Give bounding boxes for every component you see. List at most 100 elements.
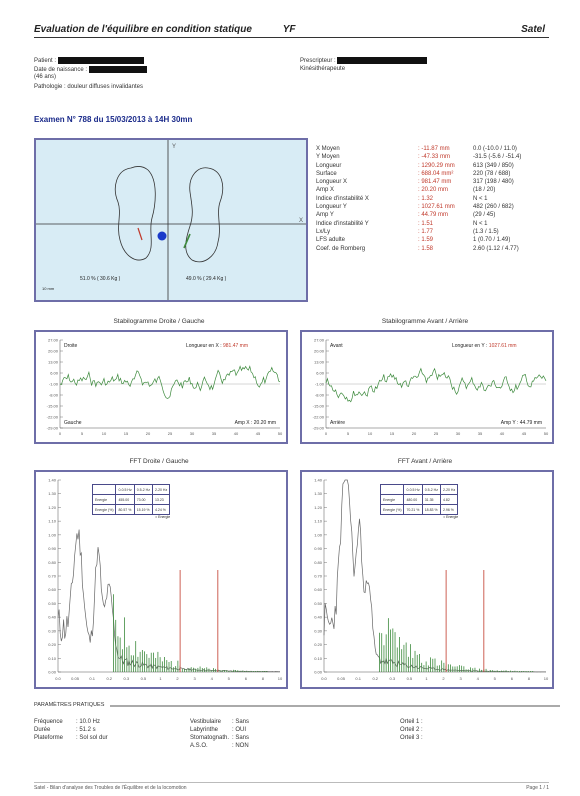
y-tick-label: 0.50 [314,601,323,606]
stat-range: 1 (0.70 / 1.49) [473,237,511,244]
scale-label: 10 mm [42,286,55,291]
y-tick-label: 0.00 [314,670,323,675]
stabilo-right-chart: 27.00 20.00 13.00 6.00 -1.00 -8.00 -15.00 -22.0… [313,338,549,437]
stat-row: X Moyen: -11.87 mm 0.0 (-10.0 / 11.0) [316,145,521,153]
y-tick-label: 0.50 [48,601,57,606]
stat-label: Amp Y [316,212,334,219]
y-tick-label: 0.90 [314,546,323,551]
y-tick-label: 6.00 [50,371,59,376]
birth-date-redacted [88,65,147,73]
length-label: Longueur en X : 981.47 mm [186,343,248,349]
energy-cell [91,484,117,495]
stat-label: Longueur X [316,179,348,186]
x-tick-label: 3 [193,676,196,681]
fft-left-energy-table: 0-0.5 Hz 0.5-2 Hz 2-20 Hz Energie 455.00 73.0… [91,484,171,519]
x-tick-label: 10 [368,431,373,436]
fft-left-title: FFT Droite / Gauche [129,458,189,465]
y-tick-label: -1.00 [49,382,59,387]
stat-value: : 1.32 [418,195,434,202]
stabilo-right-panel: 27.00 20.00 13.00 6.00 -1.00 -8.00 -15.00 -22.0… [300,330,554,444]
fft-right-title: FFT Avant / Arrière [397,458,453,465]
y-tick-label: 6.00 [316,371,325,376]
energy-cell: 18.83 % [421,504,441,515]
energy-cell: Energie (%) [91,504,117,515]
stat-range: (18 / 20) [473,187,496,194]
x-tick-label: 2 [176,676,179,681]
y-tick-label: -15.00 [313,404,325,409]
x-tick-label: 50 [278,431,283,436]
stat-value: : 1.51 [418,220,434,227]
stat-value: : 20.20 mm [418,187,449,194]
length-value: 1027.61 mm [489,343,517,349]
stat-row: Indice d'instabilité Y: 1.51 N < 1 [316,220,521,228]
y-tick-label: 0.60 [48,587,57,592]
stat-value: : 44.79 mm [418,212,449,219]
stat-row: Amp Y : 44.79 mm (29 / 45) [316,211,521,219]
energy-legend: = Energie [155,515,171,519]
x-tick-label: 3 [459,676,462,681]
stat-label: Amp X [316,187,335,194]
stat-row: Amp X : 20.20 mm (18 / 20) [316,186,521,194]
stat-label: Lx/Ly [316,228,331,235]
x-tick-label: 0.2 [106,676,112,681]
y-tick-label: 0.30 [314,628,323,633]
energy-cell: 4.24 % [151,504,171,515]
x-tick-label: 35 [478,431,483,436]
stat-label: Y Moyen [316,154,340,161]
y-tick-label: -1.00 [315,382,325,387]
energy-legend: = Energie [443,515,459,519]
energy-header-row: 0-0.5 Hz 0.5-2 Hz 2-20 Hz [379,484,459,495]
footer-text: Satel - Bilan d'analyse des Troubles de … [34,785,187,791]
parameter-value: : NON [232,743,249,749]
stat-row: LFS adulte: 1.59 1 (0.70 / 1.49) [316,236,521,244]
bottom-direction-label: Gauche [64,420,82,426]
x-tick-label: 6 [245,676,248,681]
energy-cell: 73.00 [133,494,153,505]
stat-value: : -47.33 mm [418,154,451,161]
stat-label: LFS adulte [316,237,346,244]
x-tick-label: 10 [102,431,107,436]
energy-cell: 13.23 [151,494,171,505]
stabilo-left-title: Stabilogramme Droite / Gauche [113,318,205,325]
stat-range: N < 1 [473,220,488,227]
energy-cell: Energie [379,494,405,505]
svg-text:Y: Y [172,144,176,150]
x-tick-label: 40 [500,431,505,436]
brand-label: Satel [521,24,545,35]
stat-row: Longueur: 1290.29 mm 613 (349 / 850) [316,162,521,170]
energy-cell: 0-0.5 Hz [403,484,423,495]
y-tick-label: 27.00 [48,338,59,343]
x-tick-label: 6 [511,676,514,681]
fft-right-chart: 1.401.301.201.101.000.900.800.700.600.50… [314,478,549,682]
parameter-value: : Sans [232,735,250,741]
y-tick-label: 0.70 [48,574,57,579]
stabilogram-signal [59,365,281,399]
x-tick-label: 0.3 [124,676,130,681]
stat-value: : 1.58 [418,245,434,252]
y-tick-label: 1.10 [314,519,323,524]
stat-label: Coef. de Romberg [316,245,366,252]
x-tick-label: 0.05 [71,676,80,681]
parameter-row: Fréquence: 10.0 Hz [34,718,108,726]
stat-value: : 688.04 mm² [418,170,454,177]
energy-cell: 15.19 % [133,504,153,515]
energy-cell: Energie [91,494,117,505]
pathology-text: Pathologie : douleur diffuses invalidant… [34,83,143,90]
x-tick-label: 5 [494,676,497,681]
x-tick-label: 35 [212,431,217,436]
parameter-label: Vestibulaire [190,719,222,725]
x-tick-label: 10 [278,676,283,681]
stat-row: Longueur X: 981.47 mm 317 (198 / 480) [316,178,521,186]
stat-label: Longueur Y [316,204,347,211]
fft-right-energy-table: 0-0.5 Hz 0.5-2 Hz 2-20 Hz Energie 480.00 31.3… [379,484,459,519]
x-tick-label: 25 [434,431,439,436]
energy-cell: 2.96 % [439,504,459,515]
stat-range: (29 / 45) [473,212,496,219]
stat-value: : 981.47 mm [418,179,452,186]
parameter-label: A.S.O. [190,743,208,749]
x-tick-label: 5 [228,676,231,681]
energy-header-row: 0-0.5 Hz 0.5-2 Hz 2-20 Hz [91,484,171,495]
stat-label: X Moyen [316,146,340,152]
stabilogram-signal [325,367,547,403]
amplitude-label: Amp X : 20.20 mm [235,420,276,426]
